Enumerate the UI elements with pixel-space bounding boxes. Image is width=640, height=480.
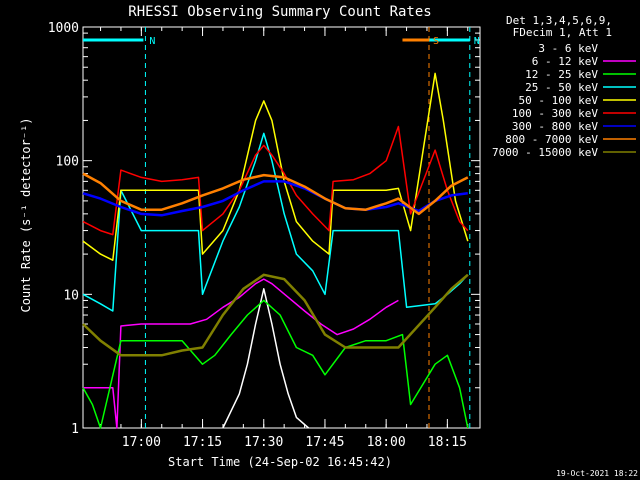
x-tick-label: 18:00	[367, 435, 406, 450]
series-line	[83, 278, 399, 429]
series-line	[82, 125, 469, 236]
x-tick-label: 18:15	[428, 435, 467, 450]
flag-label: N	[149, 36, 155, 47]
x-tick-label: 17:15	[183, 435, 222, 450]
legend-label: 300 - 800 keV	[512, 120, 598, 133]
legend-header: FDecim 1, Att 1	[513, 26, 612, 39]
legend-header: Det 1,3,4,5,6,9,	[506, 14, 612, 27]
chart-title: RHESSI Observing Summary Count Rates	[128, 4, 431, 20]
legend-label: 25 - 50 keV	[525, 81, 598, 94]
x-tick-label: 17:30	[244, 435, 283, 450]
legend-label: 7000 - 15000 keV	[492, 146, 598, 159]
legend-label: 100 - 300 keV	[512, 107, 598, 120]
y-tick-label: 1000	[48, 21, 79, 36]
flag-label: S	[433, 36, 439, 47]
y-tick-label: 10	[63, 288, 79, 303]
y-tick-label: 100	[56, 155, 79, 170]
x-tick-label: 17:45	[305, 435, 344, 450]
series-line	[82, 273, 469, 357]
legend-label: 3 - 6 keV	[538, 42, 598, 55]
legend-label: 6 - 12 keV	[532, 55, 599, 68]
plot-area: 1 10 100 1000 17:00 17:15 17:30 17:45 18:00 18:15…	[48, 21, 481, 450]
series-line	[222, 288, 310, 429]
flag-label: N	[474, 36, 480, 47]
y-tick-label: 1	[71, 422, 79, 437]
legend-label: 12 - 25 keV	[525, 68, 598, 81]
x-tick-label: 17:00	[122, 435, 161, 450]
legend-label: 800 - 7000 keV	[505, 133, 598, 146]
footer-timestamp: 19-Oct-2021 18:22	[556, 469, 638, 478]
series-line	[82, 172, 469, 216]
series-line	[82, 72, 469, 261]
legend-label: 50 - 100 keV	[519, 94, 599, 107]
plot-frame	[82, 26, 481, 429]
series-line	[82, 132, 469, 312]
x-axis-label: Start Time (24-Sep-02 16:45:42)	[168, 455, 392, 469]
y-axis-label: Count Rate (s⁻¹ detector⁻¹)	[19, 117, 33, 312]
series-line	[82, 299, 469, 429]
